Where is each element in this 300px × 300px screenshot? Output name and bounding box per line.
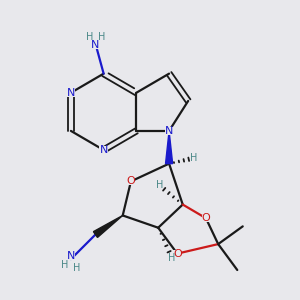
Text: N: N (67, 251, 75, 261)
FancyBboxPatch shape (165, 127, 173, 135)
FancyBboxPatch shape (88, 33, 103, 40)
Text: O: O (127, 176, 135, 186)
Text: H: H (61, 260, 69, 269)
FancyBboxPatch shape (67, 252, 75, 260)
FancyBboxPatch shape (168, 254, 175, 261)
FancyBboxPatch shape (99, 146, 108, 154)
Text: N: N (99, 145, 108, 155)
Text: O: O (173, 249, 182, 259)
Text: H: H (98, 32, 105, 42)
FancyBboxPatch shape (156, 182, 163, 189)
Text: H: H (156, 181, 163, 190)
FancyBboxPatch shape (61, 261, 69, 268)
FancyBboxPatch shape (202, 214, 210, 222)
Text: N: N (165, 126, 173, 136)
Polygon shape (93, 215, 123, 238)
Text: N: N (91, 40, 100, 50)
Text: H: H (168, 253, 176, 263)
Text: H: H (73, 263, 81, 273)
FancyBboxPatch shape (67, 89, 75, 97)
Text: N: N (67, 88, 75, 98)
Text: O: O (202, 213, 210, 223)
Text: H: H (190, 153, 197, 163)
FancyBboxPatch shape (91, 41, 100, 49)
Text: H: H (86, 32, 93, 42)
FancyBboxPatch shape (73, 264, 81, 272)
Polygon shape (166, 131, 172, 164)
FancyBboxPatch shape (173, 250, 182, 257)
FancyBboxPatch shape (190, 155, 197, 161)
FancyBboxPatch shape (127, 178, 135, 185)
